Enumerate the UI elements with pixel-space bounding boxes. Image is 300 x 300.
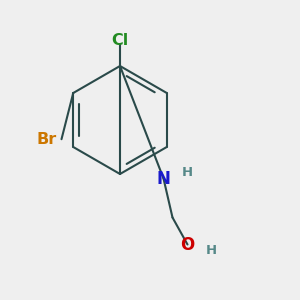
Text: Br: Br [37, 132, 57, 147]
Text: N: N [157, 169, 170, 188]
Text: H: H [206, 244, 217, 257]
Text: Cl: Cl [111, 33, 129, 48]
Text: O: O [180, 236, 195, 253]
Text: H: H [182, 166, 193, 179]
